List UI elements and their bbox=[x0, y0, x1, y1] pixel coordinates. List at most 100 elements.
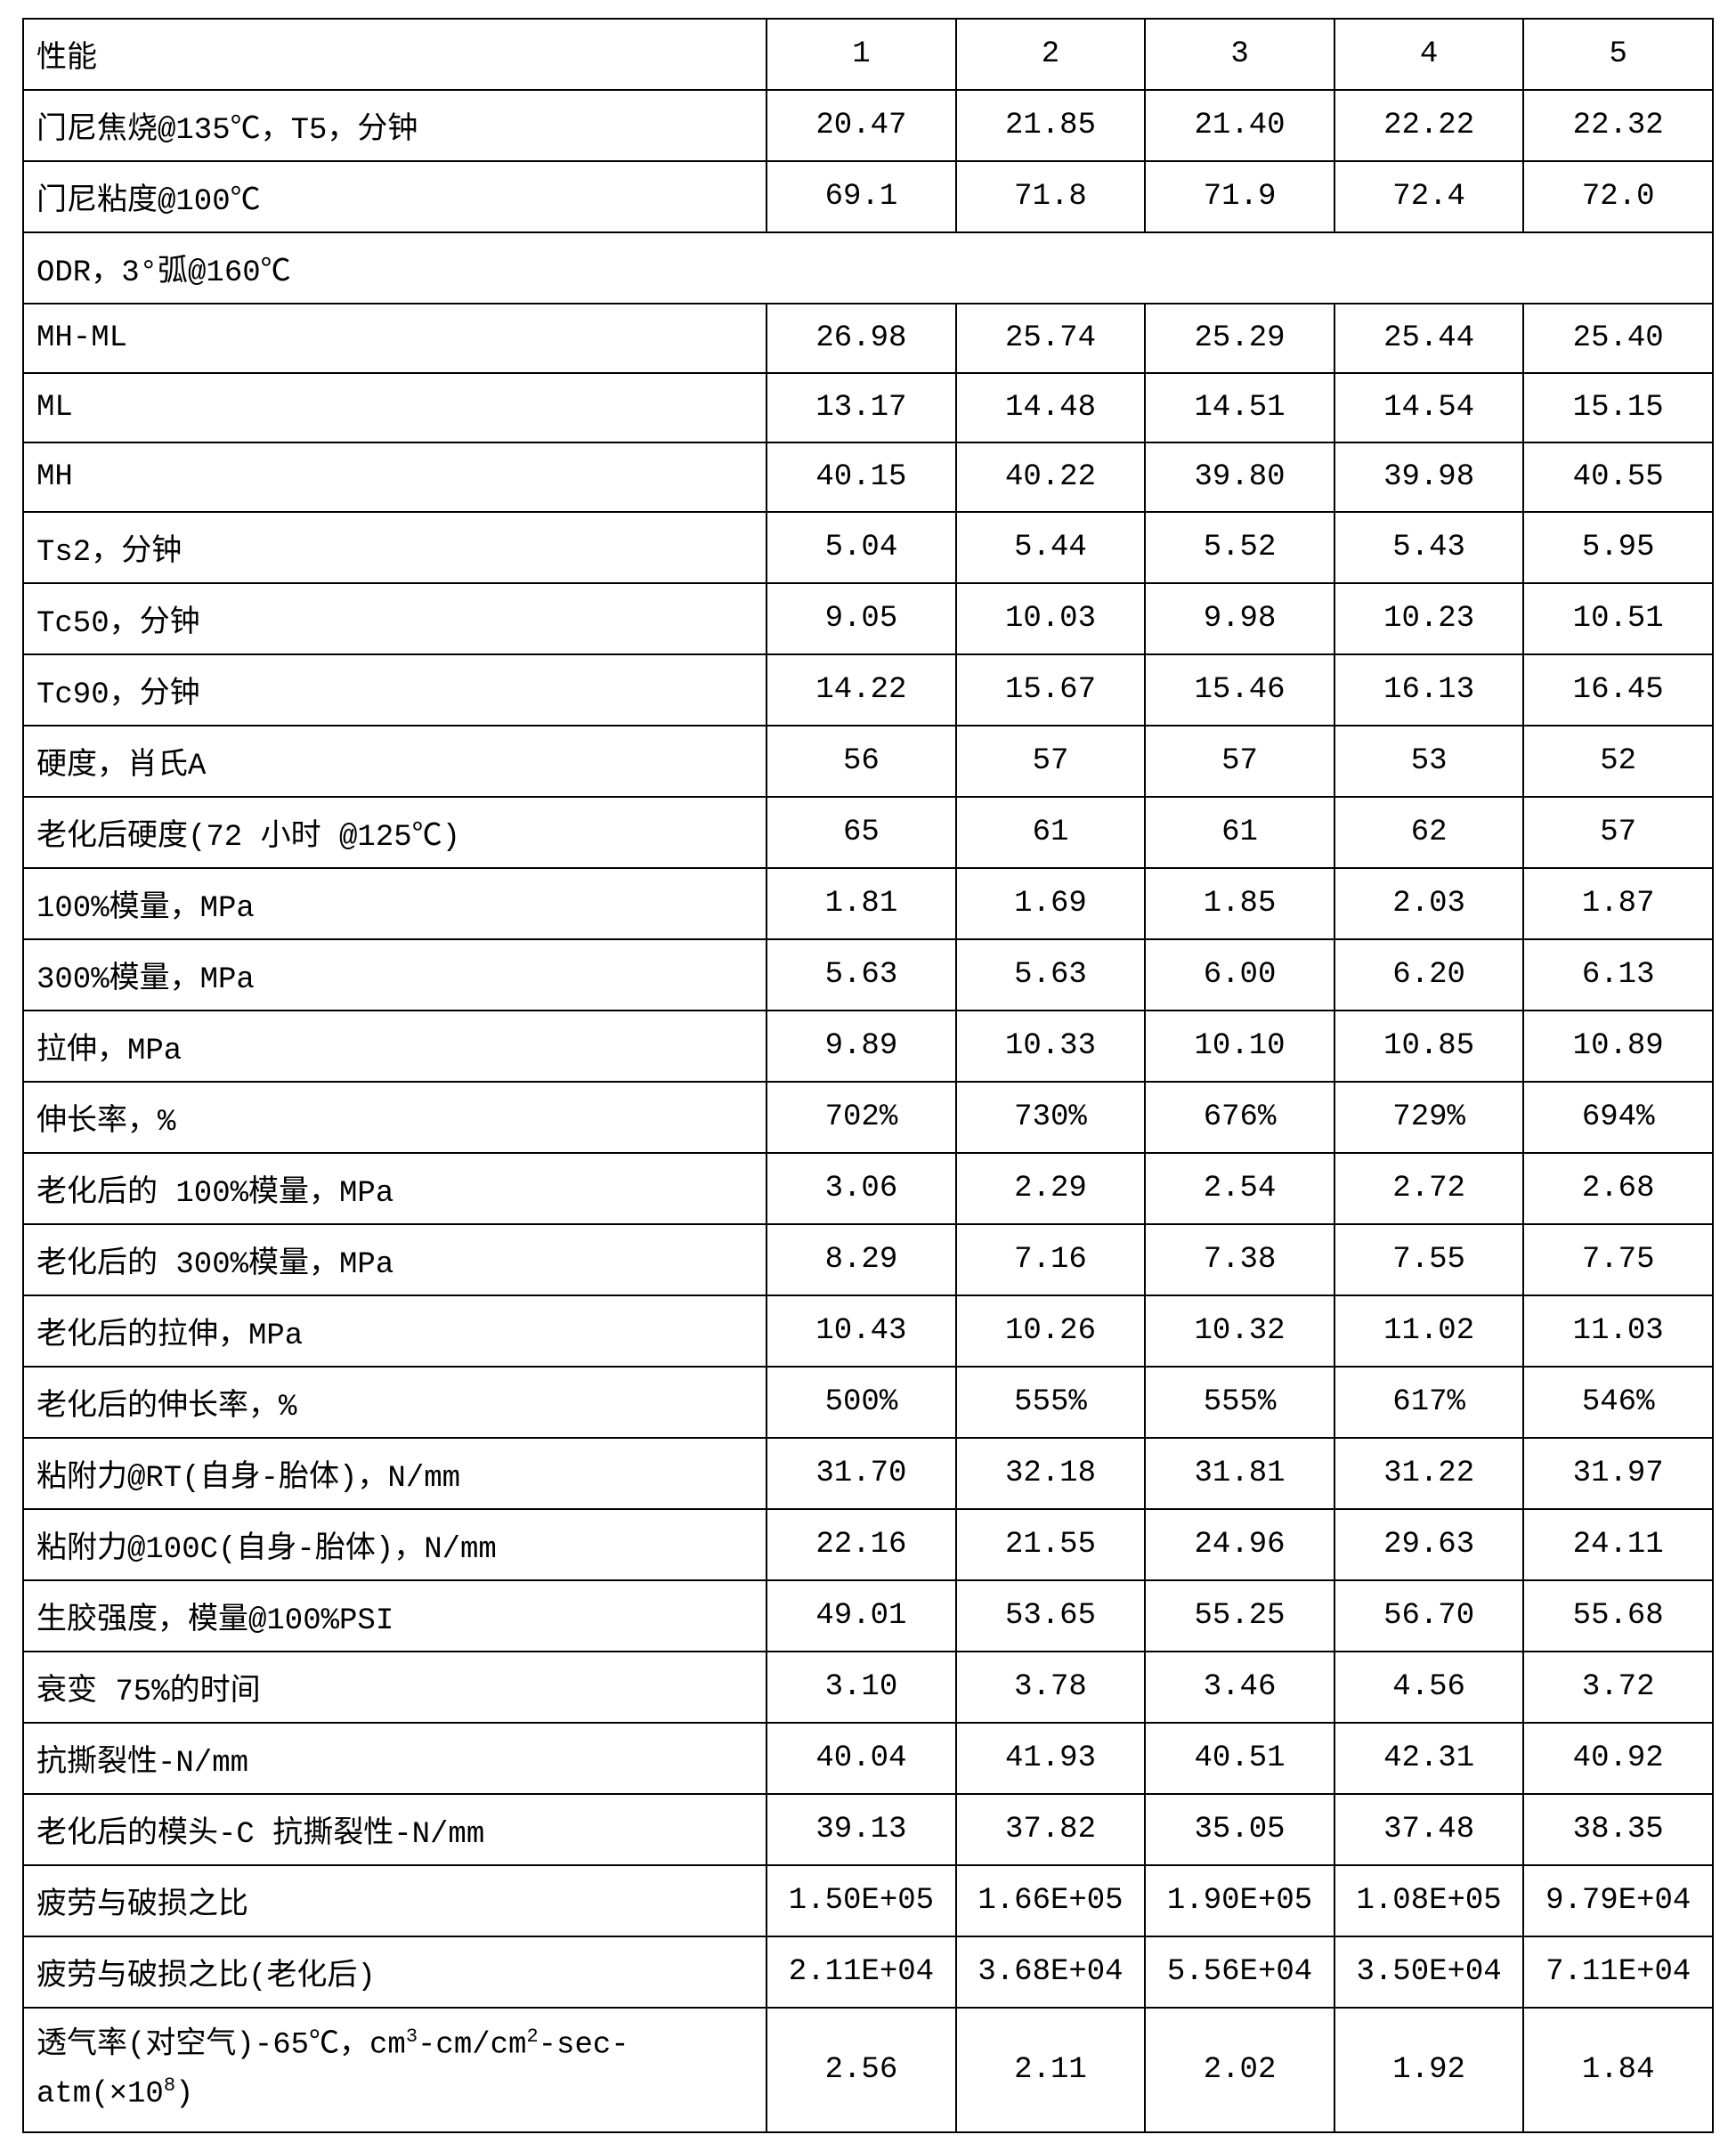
value-cell: 10.26 bbox=[956, 1295, 1146, 1367]
value-cell: 4 bbox=[1334, 19, 1524, 90]
row-label-cell: Ts2，分钟 bbox=[23, 512, 767, 583]
value-cell: 5.63 bbox=[767, 939, 956, 1011]
value-cell: 21.40 bbox=[1145, 90, 1334, 161]
value-cell: 24.11 bbox=[1523, 1509, 1713, 1580]
row-label-cell: 门尼粘度@100℃ bbox=[23, 161, 767, 232]
value-cell: 5.43 bbox=[1334, 512, 1524, 583]
table-row: 门尼粘度@100℃69.171.871.972.472.0 bbox=[23, 161, 1713, 232]
value-cell: 676% bbox=[1145, 1082, 1334, 1153]
value-cell: 10.89 bbox=[1523, 1011, 1713, 1082]
value-cell: 2 bbox=[956, 19, 1146, 90]
value-cell: 2.11 bbox=[956, 2008, 1146, 2132]
table-row: 透气率(对空气)-65℃，cm3-cm/cm2-sec-atm(×108)2.5… bbox=[23, 2008, 1713, 2132]
row-label-cell: 门尼焦烧@135℃，T5，分钟 bbox=[23, 90, 767, 161]
value-cell: 37.82 bbox=[956, 1794, 1146, 1865]
table-row: 衰变 75%的时间3.103.783.464.563.72 bbox=[23, 1652, 1713, 1723]
value-cell: 25.40 bbox=[1523, 304, 1713, 373]
value-cell: 55.68 bbox=[1523, 1580, 1713, 1652]
properties-table: 性能12345门尼焦烧@135℃，T5，分钟20.4721.8521.4022.… bbox=[22, 18, 1714, 2133]
value-cell: 3.10 bbox=[767, 1652, 956, 1723]
table-row: 疲劳与破损之比(老化后)2.11E+043.68E+045.56E+043.50… bbox=[23, 1936, 1713, 2008]
value-cell: 7.38 bbox=[1145, 1224, 1334, 1295]
value-cell: 555% bbox=[1145, 1367, 1334, 1438]
table-row: MH-ML26.9825.7425.2925.4425.40 bbox=[23, 304, 1713, 373]
value-cell: 52 bbox=[1523, 726, 1713, 797]
value-cell: 3.68E+04 bbox=[956, 1936, 1146, 2008]
table-row: Tc90，分钟14.2215.6715.4616.1316.45 bbox=[23, 654, 1713, 726]
value-cell: 42.31 bbox=[1334, 1723, 1524, 1794]
value-cell: 35.05 bbox=[1145, 1794, 1334, 1865]
row-label-cell: 老化后硬度(72 小时 @125℃) bbox=[23, 797, 767, 868]
row-label-cell: 拉伸，MPa bbox=[23, 1011, 767, 1082]
table-row: 老化后的 300%模量，MPa8.297.167.387.557.75 bbox=[23, 1224, 1713, 1295]
value-cell: 53 bbox=[1334, 726, 1524, 797]
row-label-cell: Tc90，分钟 bbox=[23, 654, 767, 726]
value-cell: 39.80 bbox=[1145, 442, 1334, 512]
value-cell: 55.25 bbox=[1145, 1580, 1334, 1652]
row-label-cell: 透气率(对空气)-65℃，cm3-cm/cm2-sec-atm(×108) bbox=[23, 2008, 767, 2132]
value-cell: 10.43 bbox=[767, 1295, 956, 1367]
value-cell: 61 bbox=[1145, 797, 1334, 868]
value-cell: 1.69 bbox=[956, 868, 1146, 939]
value-cell: 57 bbox=[1145, 726, 1334, 797]
value-cell: 15.46 bbox=[1145, 654, 1334, 726]
value-cell: 6.00 bbox=[1145, 939, 1334, 1011]
value-cell: 53.65 bbox=[956, 1580, 1146, 1652]
value-cell: 3.72 bbox=[1523, 1652, 1713, 1723]
row-label-cell: 老化后的模头-C 抗撕裂性-N/mm bbox=[23, 1794, 767, 1865]
value-cell: 11.02 bbox=[1334, 1295, 1524, 1367]
table-row: 老化后硬度(72 小时 @125℃)6561616257 bbox=[23, 797, 1713, 868]
value-cell: 6.20 bbox=[1334, 939, 1524, 1011]
value-cell: 15.67 bbox=[956, 654, 1146, 726]
value-cell: 25.44 bbox=[1334, 304, 1524, 373]
value-cell: 9.79E+04 bbox=[1523, 1865, 1713, 1936]
value-cell: 24.96 bbox=[1145, 1509, 1334, 1580]
value-cell: 3.06 bbox=[767, 1153, 956, 1224]
value-cell: 730% bbox=[956, 1082, 1146, 1153]
value-cell: 22.22 bbox=[1334, 90, 1524, 161]
row-label-cell: 疲劳与破损之比 bbox=[23, 1865, 767, 1936]
value-cell: 10.10 bbox=[1145, 1011, 1334, 1082]
value-cell: 56 bbox=[767, 726, 956, 797]
value-cell: 1.81 bbox=[767, 868, 956, 939]
value-cell: 38.35 bbox=[1523, 1794, 1713, 1865]
value-cell: 3.78 bbox=[956, 1652, 1146, 1723]
row-label-cell: 粘附力@100C(自身-胎体)，N/mm bbox=[23, 1509, 767, 1580]
row-label-cell: 老化后的 300%模量，MPa bbox=[23, 1224, 767, 1295]
value-cell: 14.22 bbox=[767, 654, 956, 726]
table-row: ML13.1714.4814.5114.5415.15 bbox=[23, 373, 1713, 442]
value-cell: 10.23 bbox=[1334, 583, 1524, 654]
table-row: 伸长率，%702%730%676%729%694% bbox=[23, 1082, 1713, 1153]
value-cell: 7.16 bbox=[956, 1224, 1146, 1295]
value-cell: 9.98 bbox=[1145, 583, 1334, 654]
value-cell: 702% bbox=[767, 1082, 956, 1153]
row-label-cell: Tc50，分钟 bbox=[23, 583, 767, 654]
value-cell: 15.15 bbox=[1523, 373, 1713, 442]
value-cell: 7.11E+04 bbox=[1523, 1936, 1713, 2008]
value-cell: 56.70 bbox=[1334, 1580, 1524, 1652]
table-row: Tc50，分钟9.0510.039.9810.2310.51 bbox=[23, 583, 1713, 654]
value-cell: 5.52 bbox=[1145, 512, 1334, 583]
value-cell: 5.04 bbox=[767, 512, 956, 583]
value-cell: 31.97 bbox=[1523, 1438, 1713, 1509]
row-label-cell: 老化后的拉伸，MPa bbox=[23, 1295, 767, 1367]
value-cell: 13.17 bbox=[767, 373, 956, 442]
row-label-cell: 衰变 75%的时间 bbox=[23, 1652, 767, 1723]
value-cell: 49.01 bbox=[767, 1580, 956, 1652]
row-label-cell: MH-ML bbox=[23, 304, 767, 373]
value-cell: 5.63 bbox=[956, 939, 1146, 1011]
value-cell: 31.22 bbox=[1334, 1438, 1524, 1509]
value-cell: 2.72 bbox=[1334, 1153, 1524, 1224]
value-cell: 57 bbox=[1523, 797, 1713, 868]
value-cell: 2.29 bbox=[956, 1153, 1146, 1224]
table-row: 门尼焦烧@135℃，T5，分钟20.4721.8521.4022.2222.32 bbox=[23, 90, 1713, 161]
value-cell: 500% bbox=[767, 1367, 956, 1438]
value-cell: 14.48 bbox=[956, 373, 1146, 442]
value-cell: 39.98 bbox=[1334, 442, 1524, 512]
value-cell: 20.47 bbox=[767, 90, 956, 161]
value-cell: 25.74 bbox=[956, 304, 1146, 373]
value-cell: 5.44 bbox=[956, 512, 1146, 583]
table-row: 老化后的模头-C 抗撕裂性-N/mm39.1337.8235.0537.4838… bbox=[23, 1794, 1713, 1865]
value-cell: 2.03 bbox=[1334, 868, 1524, 939]
value-cell: 5.95 bbox=[1523, 512, 1713, 583]
